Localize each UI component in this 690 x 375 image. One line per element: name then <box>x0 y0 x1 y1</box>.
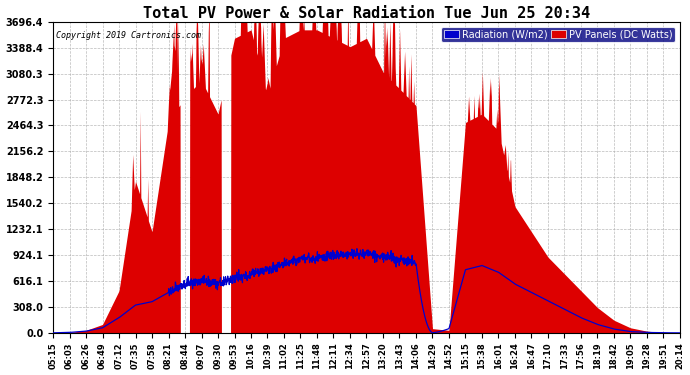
Title: Total PV Power & Solar Radiation Tue Jun 25 20:34: Total PV Power & Solar Radiation Tue Jun… <box>143 6 590 21</box>
Legend: Radiation (W/m2), PV Panels (DC Watts): Radiation (W/m2), PV Panels (DC Watts) <box>441 27 675 42</box>
Text: Copyright 2019 Cartronics.com: Copyright 2019 Cartronics.com <box>56 31 201 40</box>
